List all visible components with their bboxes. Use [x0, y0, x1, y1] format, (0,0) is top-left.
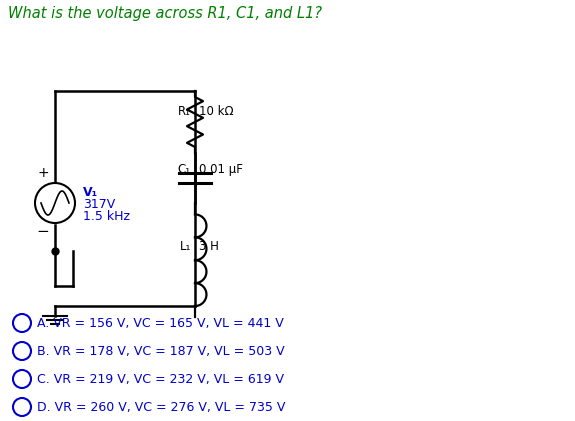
Text: −: −: [37, 224, 49, 239]
Text: C₁: C₁: [178, 163, 191, 176]
Text: B. VR = 178 V, VC = 187 V, VL = 503 V: B. VR = 178 V, VC = 187 V, VL = 503 V: [37, 344, 285, 357]
Text: 1.5 kHz: 1.5 kHz: [83, 210, 130, 224]
Text: A. VR = 156 V, VC = 165 V, VL = 441 V: A. VR = 156 V, VC = 165 V, VL = 441 V: [37, 317, 283, 330]
Text: D. VR = 260 V, VC = 276 V, VL = 735 V: D. VR = 260 V, VC = 276 V, VL = 735 V: [37, 400, 285, 413]
Text: 0.01 μF: 0.01 μF: [199, 163, 243, 176]
Text: 10 kΩ: 10 kΩ: [199, 105, 233, 118]
Text: L₁: L₁: [179, 240, 191, 253]
Text: +: +: [37, 166, 49, 180]
Text: 317V: 317V: [83, 198, 115, 211]
Text: What is the voltage across R1, C1, and L1?: What is the voltage across R1, C1, and L…: [8, 6, 322, 21]
Text: V₁: V₁: [83, 187, 98, 200]
Text: C. VR = 219 V, VC = 232 V, VL = 619 V: C. VR = 219 V, VC = 232 V, VL = 619 V: [37, 373, 284, 386]
Text: R₁: R₁: [178, 105, 191, 118]
Text: 3 H: 3 H: [199, 240, 219, 253]
